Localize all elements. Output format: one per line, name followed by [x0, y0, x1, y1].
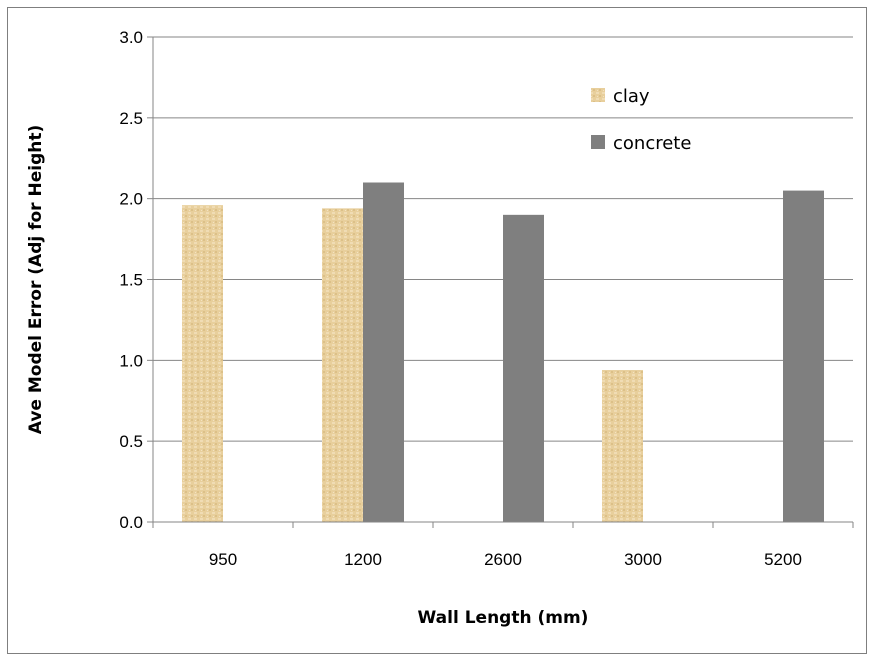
y-axis-title: Ave Model Error (Adj for Height) — [26, 125, 46, 434]
y-tick-label: 2.5 — [119, 109, 143, 128]
y-tick-label: 2.0 — [119, 190, 143, 209]
bar-clay-1200 — [322, 208, 363, 522]
bar-chart: 0.0 0.5 1.0 1.5 2.0 2.5 3.0 950 1200 2600 3000 5200… — [8, 8, 866, 653]
bar-concrete-5200 — [783, 191, 824, 522]
bar-clay-950 — [182, 205, 223, 522]
x-tick-label: 2600 — [484, 550, 522, 569]
legend-label-concrete: concrete — [613, 133, 691, 154]
legend-swatch-concrete — [591, 135, 605, 149]
x-tick-label: 5200 — [764, 550, 802, 569]
x-axis-title: Wall Length (mm) — [418, 608, 589, 628]
bar-clay-3000 — [602, 370, 643, 522]
y-tick-label: 1.0 — [119, 351, 143, 370]
bar-concrete-1200 — [363, 183, 404, 523]
y-tick-label: 0.0 — [119, 513, 143, 532]
x-tick-label: 3000 — [624, 550, 662, 569]
legend-swatch-clay — [591, 88, 605, 102]
y-tick-label: 1.5 — [119, 271, 143, 290]
x-tick-label: 1200 — [344, 550, 382, 569]
y-tick-label: 3.0 — [119, 28, 143, 47]
x-tick-label: 950 — [209, 550, 237, 569]
y-tick-label: 0.5 — [119, 432, 143, 451]
chart-area: 0.0 0.5 1.0 1.5 2.0 2.5 3.0 950 1200 2600 3000 5200… — [7, 7, 867, 654]
legend-label-clay: clay — [613, 86, 650, 107]
bar-concrete-2600 — [503, 215, 544, 522]
